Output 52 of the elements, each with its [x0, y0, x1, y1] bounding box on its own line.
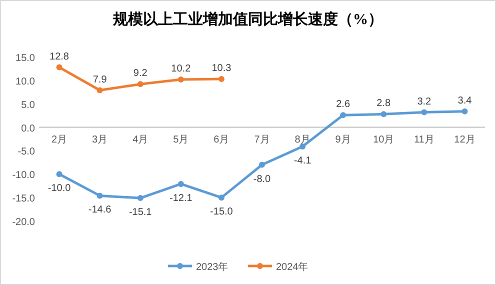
legend-label: 2024年 — [276, 261, 308, 273]
y-tick-label: 10.0 — [16, 76, 36, 88]
data-label: 7.9 — [92, 74, 108, 86]
data-label: -14.6 — [88, 204, 112, 216]
x-tick-label: 11月 — [414, 134, 434, 146]
point — [259, 162, 265, 168]
data-label: -4.1 — [294, 155, 312, 166]
data-label: -8.0 — [253, 174, 272, 185]
data-label: -12.1 — [170, 192, 193, 204]
data-label: 2.6 — [336, 99, 350, 110]
x-tick-label: 12月 — [454, 134, 476, 146]
data-label: 2.8 — [376, 98, 392, 110]
point — [218, 194, 224, 201]
point — [96, 87, 103, 94]
point — [421, 109, 428, 116]
point — [380, 111, 387, 118]
point — [137, 195, 144, 202]
y-tick-label: 0.0 — [21, 123, 36, 134]
x-tick-label: 7月 — [254, 134, 270, 146]
x-tick-label: 6月 — [214, 134, 230, 146]
point — [56, 64, 62, 70]
data-label: -15.1 — [128, 207, 152, 218]
data-label: 10.2 — [171, 63, 192, 74]
data-label: -15.0 — [210, 206, 234, 218]
chart-title: 规模以上工业增加值同比增长速度（%） — [112, 10, 383, 28]
x-tick-label: 5月 — [173, 134, 189, 146]
data-label: 3.2 — [417, 96, 432, 108]
data-label: -10.0 — [48, 183, 72, 194]
point — [178, 180, 184, 187]
y-tick-label: 5.0 — [21, 100, 36, 111]
point — [340, 112, 346, 118]
y-tick-label: -15.0 — [12, 194, 36, 205]
point — [96, 192, 103, 199]
data-label: 9.2 — [133, 68, 148, 80]
y-tick-label: -5.0 — [18, 146, 36, 158]
x-tick-label: 2月 — [51, 134, 68, 146]
y-tick-label: 15.0 — [16, 53, 36, 64]
x-tick-label: 10月 — [373, 134, 394, 146]
x-tick-label: 3月 — [92, 134, 108, 146]
y-tick-label: -20.0 — [12, 217, 36, 228]
legend-label: 2023年 — [196, 261, 228, 273]
point — [178, 76, 184, 82]
y-tick-label: -10.0 — [12, 170, 36, 182]
data-label: 10.3 — [212, 63, 232, 74]
x-tick-label: 9月 — [335, 134, 351, 146]
data-label: 3.4 — [458, 95, 472, 106]
x-tick-label: 4月 — [132, 134, 148, 146]
data-label: 12.8 — [50, 51, 70, 62]
point — [462, 108, 468, 114]
point — [137, 81, 144, 88]
point — [218, 76, 224, 82]
point — [56, 171, 62, 178]
